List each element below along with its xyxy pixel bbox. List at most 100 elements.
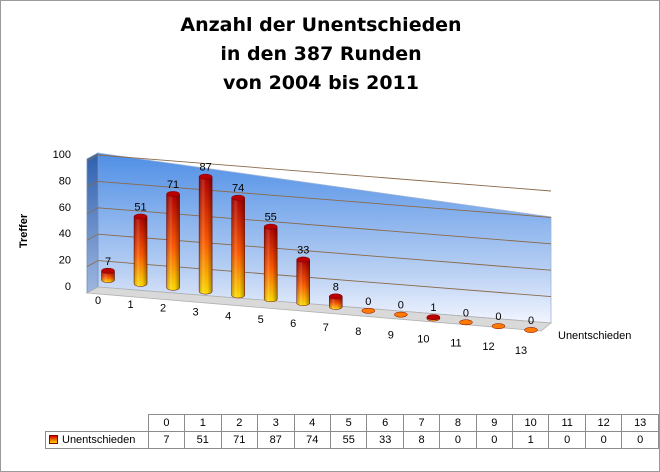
- data-table: 0 1 2 3 4 5 6 7 8 9 10 11 12 13 Unentschieden 7 51 71 87…: [45, 414, 659, 449]
- table-header-cell: 1: [184, 414, 222, 432]
- x-tick-label: 1: [127, 299, 133, 311]
- y-tick-label: 100: [53, 149, 71, 161]
- y-tick-label: 0: [65, 281, 71, 293]
- table-value-cell: 1: [511, 431, 550, 449]
- table-header-cell: 7: [402, 414, 441, 432]
- bar: 0: [459, 307, 473, 326]
- title-line-2: in den 387 Runden: [220, 43, 422, 65]
- bar-value-label: 0: [398, 300, 404, 312]
- title-line-1: Anzahl der Unentschieden: [180, 14, 462, 36]
- bar: 0: [394, 300, 408, 318]
- bar-value-label: 0: [365, 296, 371, 308]
- table-corner: [45, 414, 149, 432]
- bar-value-label: 33: [297, 245, 309, 257]
- table-header-cell: 4: [293, 414, 331, 432]
- x-tick-label: 0: [95, 295, 101, 307]
- y-tick-label: 20: [59, 255, 71, 267]
- x-tick-label: 9: [388, 330, 394, 342]
- bar: 0: [491, 311, 506, 330]
- table-header-row: 0 1 2 3 4 5 6 7 8 9 10 11 12 13: [45, 414, 659, 432]
- table-header-cell: 2: [220, 414, 259, 432]
- x-tick-label: 10: [417, 333, 429, 345]
- table-header-cell: 5: [329, 414, 368, 432]
- bar: 33: [296, 245, 310, 306]
- x-tick-label: 11: [450, 337, 461, 349]
- table-header-cell: 0: [147, 414, 186, 432]
- table-value-cell: 33: [366, 431, 404, 449]
- y-axis-ticks: 0 20 40 60 80 100: [53, 149, 71, 293]
- y-tick-label: 60: [59, 202, 71, 214]
- x-axis-ticks: 0 1 2 3 4 5 6 7 8 9 10 11 12 13: [95, 295, 527, 357]
- bar-value-label: 1: [430, 302, 436, 314]
- table-value-cell: 74: [293, 431, 331, 449]
- bar: 1: [426, 302, 441, 322]
- x-tick-label: 4: [225, 310, 231, 322]
- table-value-row: Unentschieden 7 51 71 87 74 55 33 8 0 0 1 0 0 0: [45, 431, 659, 449]
- bar-value-label: 0: [495, 311, 501, 323]
- table-header-cell: 13: [621, 414, 659, 432]
- x-tick-label: 2: [160, 303, 166, 315]
- side-wall: [86, 152, 99, 294]
- bar: 8: [329, 281, 343, 310]
- x-axis-label: Unentschieden: [558, 330, 631, 342]
- bar: 0: [524, 315, 538, 333]
- table-value-cell: 0: [475, 431, 513, 449]
- gridline-side: [86, 154, 99, 162]
- x-tick-label: 12: [482, 341, 494, 353]
- x-tick-label: 3: [193, 307, 199, 319]
- legend-key: [49, 435, 58, 444]
- table-value-cell: 0: [439, 431, 477, 449]
- bar: 7: [101, 256, 115, 283]
- bar-value-label: 74: [232, 183, 244, 195]
- bar-value-label: 0: [463, 307, 469, 319]
- table-header-cell: 3: [257, 414, 295, 432]
- table-value-cell: 51: [184, 431, 222, 449]
- bar: 74: [231, 183, 245, 299]
- gridline-side: [86, 260, 99, 267]
- table-value-cell: 87: [257, 431, 295, 449]
- chart-title: Anzahl der Unentschieden in den 387 Rund…: [1, 11, 641, 98]
- table-header-cell: 10: [511, 414, 550, 432]
- bar: 87: [198, 162, 213, 295]
- gridline: [97, 154, 552, 192]
- x-tick-label: 8: [355, 326, 361, 338]
- bar: 55: [263, 212, 278, 303]
- title-line-3: von 2004 bis 2011: [223, 72, 419, 94]
- table-value-cell: 0: [584, 431, 623, 449]
- table-value-cell: 8: [402, 431, 441, 449]
- x-tick-label: 5: [258, 314, 264, 326]
- bar-value-label: 51: [134, 202, 146, 214]
- gridline-side: [86, 207, 99, 215]
- bar: 51: [133, 202, 148, 287]
- y-tick-label: 40: [59, 228, 71, 240]
- gridline-side: [86, 181, 99, 188]
- bar: 71: [166, 179, 180, 291]
- table-header-cell: 12: [584, 414, 623, 432]
- table-series-label: Unentschieden: [45, 431, 149, 449]
- gridline-side: [86, 233, 99, 241]
- series-name: Unentschieden: [62, 434, 136, 446]
- bar: 0: [361, 296, 376, 314]
- table-header-cell: 11: [548, 414, 586, 432]
- table-header-cell: 8: [439, 414, 477, 432]
- y-tick-label: 80: [59, 175, 71, 187]
- x-tick-label: 6: [290, 318, 296, 330]
- table-header-cell: 6: [366, 414, 404, 432]
- table-value-cell: 0: [621, 431, 659, 449]
- x-tick-label: 7: [323, 322, 329, 334]
- table-header-cell: 9: [475, 414, 513, 432]
- bar-value-label: 0: [528, 315, 534, 327]
- gridline: [97, 180, 552, 218]
- table-value-cell: 55: [329, 431, 368, 449]
- table-value-cell: 0: [548, 431, 586, 449]
- bar-value-label: 8: [333, 281, 339, 293]
- bar-value-label: 87: [199, 162, 211, 174]
- bar-value-label: 71: [167, 179, 179, 191]
- x-tick-label: 13: [515, 345, 527, 357]
- table-value-cell: 71: [220, 431, 259, 449]
- table-value-cell: 7: [147, 431, 186, 449]
- bar-value-label: 7: [105, 256, 111, 268]
